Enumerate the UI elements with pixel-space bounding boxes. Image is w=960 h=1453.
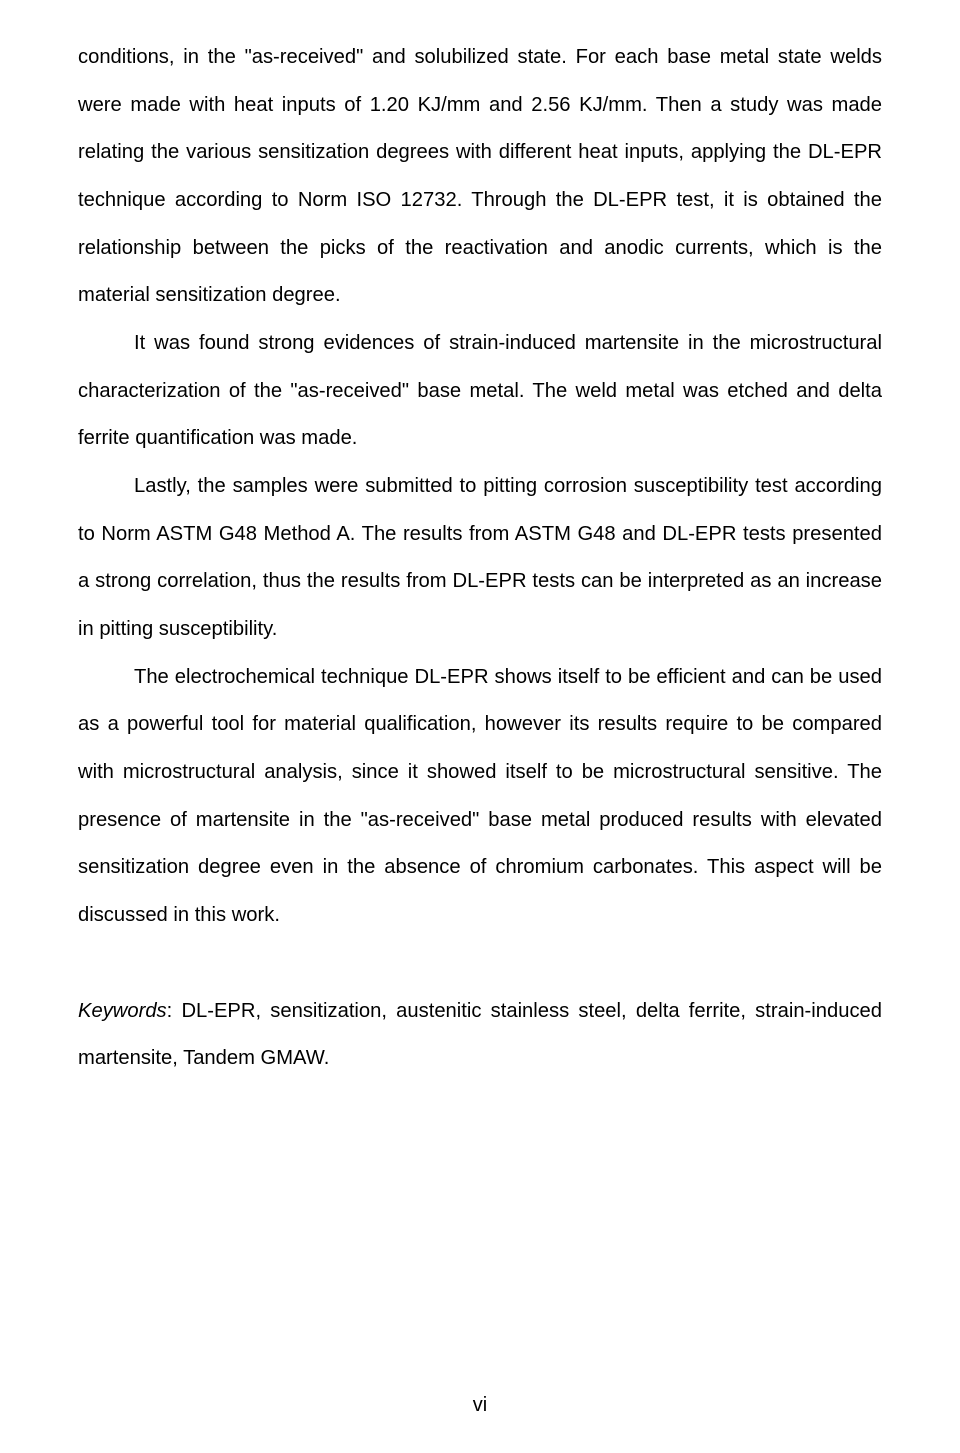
keywords-text: : DL-EPR, sensitization, austenitic stai… (78, 1000, 882, 1070)
document-page: conditions, in the "as-received" and sol… (0, 0, 960, 1453)
keywords-label: Keywords (78, 1000, 167, 1022)
paragraph-3: Lastly, the samples were submitted to pi… (78, 463, 882, 654)
keywords-line: Keywords: DL-EPR, sensitization, austeni… (78, 988, 882, 1083)
paragraph-2: It was found strong evidences of strain-… (78, 320, 882, 463)
page-number: vi (0, 1395, 960, 1415)
paragraph-1: conditions, in the "as-received" and sol… (78, 34, 882, 320)
paragraph-4: The electrochemical technique DL-EPR sho… (78, 654, 882, 940)
